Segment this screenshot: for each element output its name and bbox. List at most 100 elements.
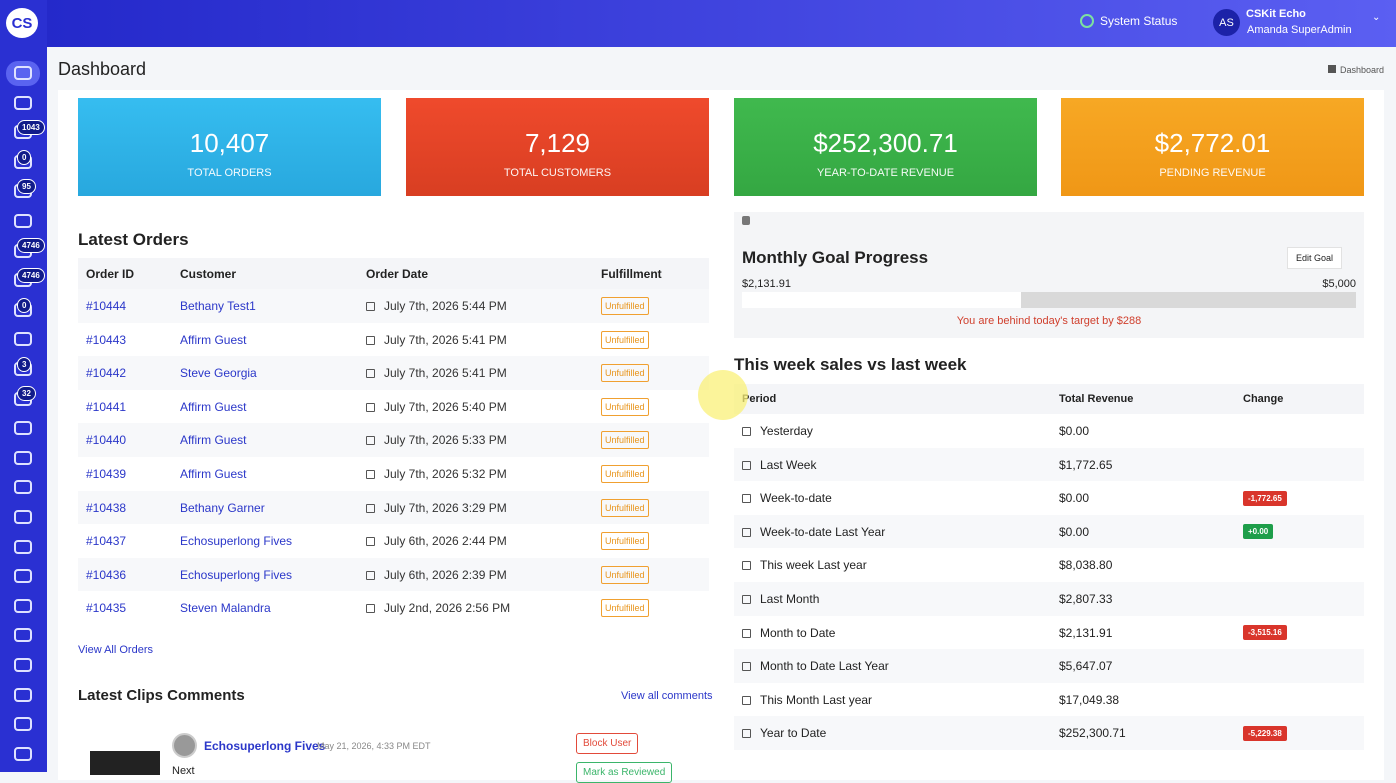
revenue: $0.00: [1059, 424, 1090, 438]
nav-icon[interactable]: [14, 569, 32, 584]
order-date-text: July 7th, 2026 3:29 PM: [384, 500, 507, 515]
nav-icon[interactable]: [14, 332, 32, 347]
commenter-name[interactable]: Echosuperlong Fives: [204, 739, 326, 753]
order-id[interactable]: #10440: [86, 433, 127, 448]
nav-icon[interactable]: [14, 421, 32, 436]
period: Week-to-date Last Year: [742, 525, 885, 539]
fulfillment-status: Unfulfilled: [601, 465, 649, 483]
calendar-icon: [366, 369, 375, 379]
user-menu-caret[interactable]: ⌄: [1372, 12, 1381, 23]
customer-name[interactable]: Steven Malandra: [180, 601, 271, 616]
mark-reviewed-button[interactable]: Mark as Reviewed: [576, 762, 673, 783]
order-id[interactable]: #10442: [86, 366, 127, 381]
period-label: Month to Date Last Year: [760, 659, 889, 674]
order-id[interactable]: #10443: [86, 332, 127, 347]
column-header: Customer: [180, 267, 237, 281]
nav-icon[interactable]: [14, 598, 32, 613]
nav-icon[interactable]: [14, 746, 32, 761]
customer-name[interactable]: Bethany Test1: [180, 299, 256, 313]
customer-name[interactable]: Echosuperlong Fives: [180, 567, 293, 582]
view-all-comments[interactable]: View all comments: [621, 690, 713, 702]
customer-name[interactable]: Affirm Guest: [180, 399, 247, 414]
lock-icon: [742, 216, 750, 225]
customer-name[interactable]: Affirm Guest: [180, 467, 247, 481]
customer-name[interactable]: Affirm Guest: [180, 433, 247, 448]
edit-goal-button[interactable]: Edit Goal: [1287, 247, 1343, 269]
calendar-icon: [366, 570, 375, 580]
period-label: Year to Date: [760, 726, 827, 741]
order-id[interactable]: #10438: [86, 500, 127, 515]
fulfillment-status: Unfulfilled: [601, 330, 649, 349]
period-label: Week-to-date Last Year: [760, 524, 886, 539]
customer-name[interactable]: Steve Georgia: [180, 366, 257, 381]
calendar-icon: [742, 494, 751, 504]
period-label: This week Last year: [760, 558, 867, 573]
column-header: Period: [742, 393, 777, 405]
calendar-icon: [742, 729, 751, 739]
system-status[interactable]: System Status: [1080, 14, 1177, 28]
section-title: Latest Clips Comments: [78, 687, 245, 704]
customer-name[interactable]: Bethany Garner: [180, 500, 265, 515]
nav-icon[interactable]: [14, 539, 32, 554]
order-row: #10440 Affirm Guest July 7th, 2026 5:33 PM…: [78, 423, 709, 458]
period: This Month Last year: [742, 693, 872, 707]
calendar-icon: [742, 695, 751, 705]
customer-name[interactable]: Affirm Guest: [180, 332, 247, 347]
order-date: July 7th, 2026 3:29 PM: [366, 501, 507, 515]
nav-icon[interactable]: [14, 95, 32, 110]
nav-badge: 0: [17, 297, 32, 313]
period-label: Month to Date: [760, 625, 836, 640]
sales-row: Month to Date $2,131.91 -3,515.16: [734, 615, 1364, 650]
nav-icon[interactable]: [14, 687, 32, 702]
order-row: #10435 Steven Malandra July 2nd, 2026 2:56…: [78, 591, 709, 626]
stat-value: $2,772.01: [1154, 128, 1271, 158]
order-id[interactable]: #10437: [86, 534, 127, 549]
stat-card: 10,407 TOTAL ORDERS: [78, 98, 381, 196]
nav-icon[interactable]: [14, 214, 32, 228]
user-name[interactable]: Amanda SuperAdmin: [1247, 24, 1352, 36]
calendar-icon: [366, 302, 375, 311]
period: Year to Date: [742, 726, 826, 740]
nav-icon[interactable]: [14, 628, 32, 643]
sales-row: This week Last year $8,038.80: [734, 548, 1364, 583]
order-date-text: July 7th, 2026 5:41 PM: [384, 332, 507, 347]
order-row: #10436 Echosuperlong Fives July 6th, 2026 …: [78, 557, 709, 592]
goal-title: Monthly Goal Progress: [742, 248, 929, 267]
avatar[interactable]: AS: [1213, 9, 1240, 36]
sales-row: Yesterday $0.00: [734, 414, 1364, 448]
column-header: Order ID: [86, 267, 135, 281]
nav-icon[interactable]: [14, 450, 32, 465]
change-badge: +0.00: [1243, 524, 1274, 540]
stat-value: 7,129: [524, 128, 591, 158]
order-id[interactable]: #10441: [86, 399, 127, 414]
nav-icon[interactable]: [14, 510, 32, 524]
nav-icon[interactable]: [14, 658, 32, 672]
sales-row: Week-to-date $0.00 -1,772.65: [734, 481, 1364, 516]
order-id[interactable]: #10444: [86, 299, 127, 313]
breadcrumb[interactable]: Dashboard: [1328, 65, 1384, 75]
order-date-text: July 7th, 2026 5:33 PM: [384, 433, 507, 448]
order-id[interactable]: #10435: [86, 601, 127, 616]
customer-name[interactable]: Echosuperlong Fives: [180, 534, 293, 549]
calendar-icon: [366, 470, 375, 479]
nav-icon[interactable]: [14, 66, 32, 80]
sales-row: Week-to-date Last Year $0.00 +0.00: [734, 514, 1364, 549]
order-id[interactable]: #10436: [86, 567, 127, 582]
logo[interactable]: CS: [6, 8, 38, 38]
stat-value: 10,407: [189, 128, 270, 158]
order-date-text: July 2nd, 2026 2:56 PM: [384, 601, 511, 616]
order-id[interactable]: #10439: [86, 467, 127, 481]
stat-card[interactable]: $252,300.71 YEAR-TO-DATE REVENUE: [734, 98, 1037, 196]
nav-icon[interactable]: [14, 480, 32, 495]
section-title: This week sales vs last week: [734, 355, 967, 374]
block-user-button[interactable]: Block User: [576, 733, 639, 754]
stat-label: TOTAL CUSTOMERS: [503, 167, 612, 179]
clip-thumbnail[interactable]: [90, 735, 160, 775]
nav-icon[interactable]: [14, 717, 32, 732]
revenue: $17,049.38: [1059, 692, 1120, 707]
sales-row: Year to Date $252,300.71 -5,229.38: [734, 716, 1364, 751]
column-header: Total Revenue: [1059, 393, 1134, 405]
view-all-orders[interactable]: View All Orders: [78, 644, 153, 656]
